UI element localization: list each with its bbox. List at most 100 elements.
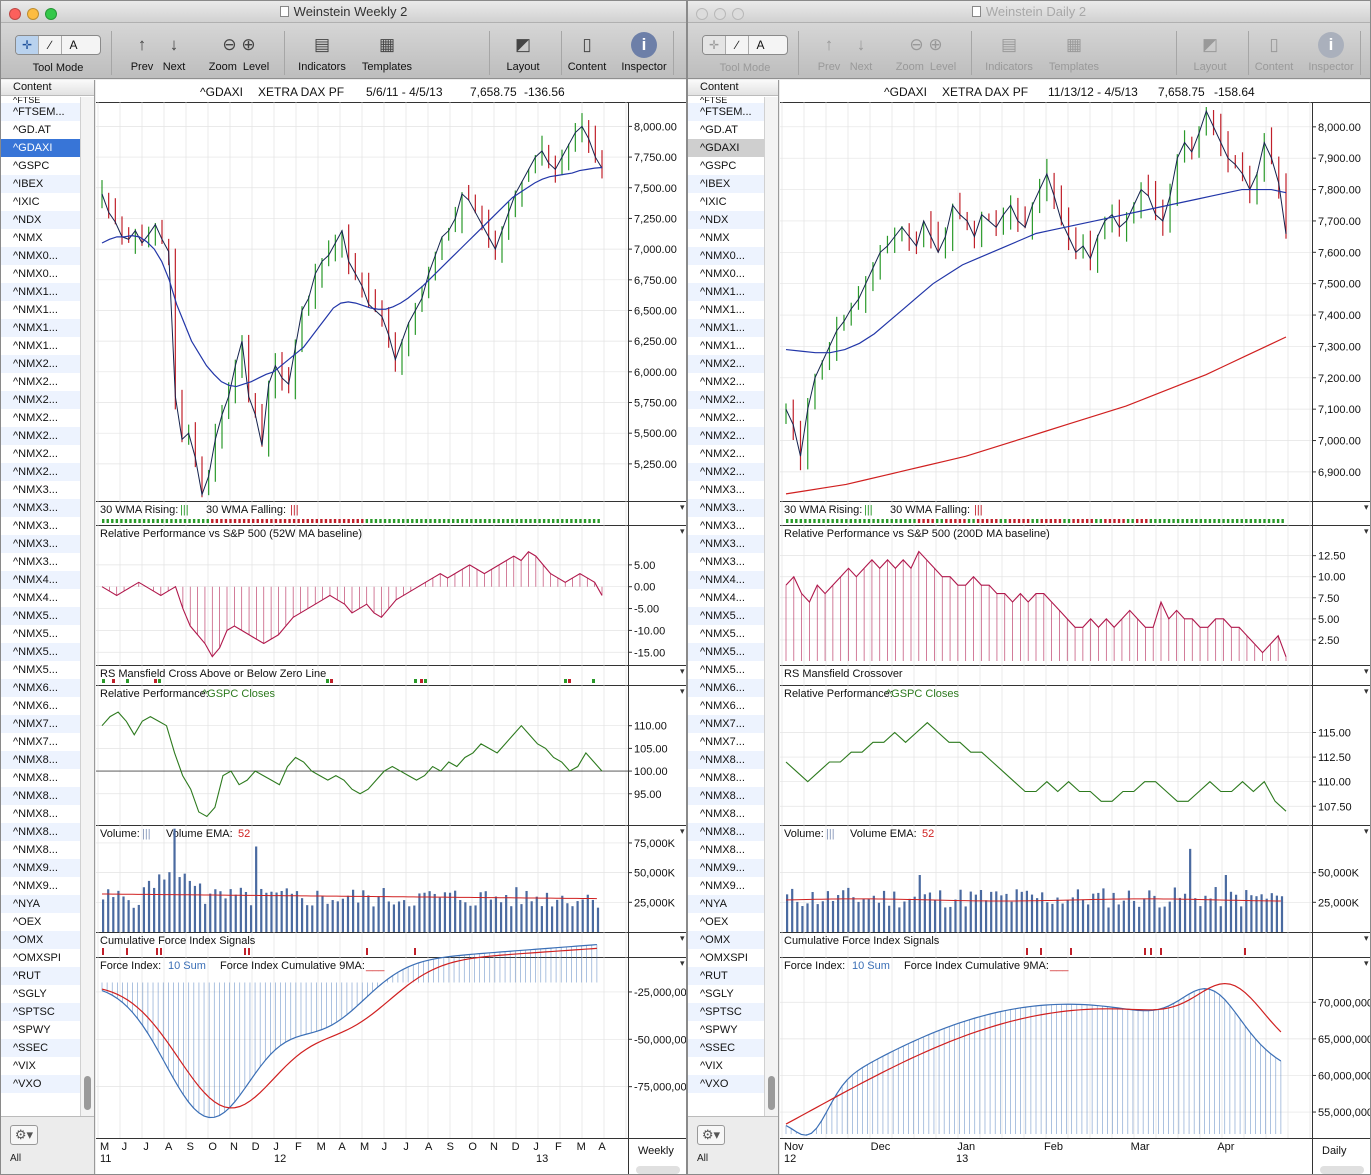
symbol-list-item[interactable]: ^SPTSC (688, 1003, 764, 1021)
window-titlebar[interactable]: Weinstein Weekly 2 (1, 1, 686, 23)
symbol-list-item[interactable]: ^NMX8... (688, 823, 764, 841)
zoom-level-button[interactable]: ⊖ ⊕ Zoom Level (203, 29, 275, 73)
symbol-list-item[interactable]: ^NMX8... (1, 787, 80, 805)
symbol-list-item[interactable]: ^SPWY (700, 1024, 738, 1036)
symbol-list-item[interactable]: ^NMX1... (13, 340, 58, 352)
pane-menu-icon[interactable]: ▾ (680, 933, 685, 943)
symbol-list-item[interactable]: ^NMX4... (688, 571, 764, 589)
tool-mode-segments[interactable]: ✛ ∕ A (15, 35, 101, 55)
symbol-list-item[interactable]: ^NMX5... (1, 607, 80, 625)
symbol-list-item[interactable]: ^SPWY (13, 1024, 51, 1036)
symbol-list-item[interactable]: ^NMX3... (13, 556, 58, 568)
symbol-list-item[interactable]: ^NMX8... (700, 844, 745, 856)
symbol-list-item[interactable]: ^NDX (688, 211, 764, 229)
symbol-list-item[interactable]: ^NMX5... (700, 664, 745, 676)
symbol-list-item[interactable]: ^NMX9... (688, 859, 764, 877)
symbol-list-item[interactable]: ^OMXSPI (13, 952, 61, 964)
symbol-list-item[interactable]: ^FTSE (13, 97, 41, 103)
symbol-list-item[interactable]: ^NMX8... (700, 808, 745, 820)
symbol-list-item[interactable]: ^NMX1... (13, 304, 58, 316)
symbol-list-item[interactable]: ^NMX2... (13, 376, 58, 388)
symbol-list-item[interactable]: ^IBEX (1, 175, 80, 193)
symbol-list-item[interactable]: ^NMX4... (13, 592, 58, 604)
symbol-list-item[interactable]: ^OEX (700, 916, 729, 928)
prev-button[interactable]: ↑ Prev (812, 29, 846, 73)
symbol-list-item[interactable]: ^GSPC (700, 160, 737, 172)
symbol-list-item[interactable]: ^NMX4... (1, 571, 80, 589)
symbol-list-item[interactable]: ^NMX8... (13, 808, 58, 820)
symbol-list-item[interactable]: ^GD.AT (700, 124, 738, 136)
symbol-list-item[interactable]: ^NMX2... (700, 448, 745, 460)
symbol-list-item[interactable]: ^NMX7... (688, 715, 764, 733)
symbol-list-item[interactable]: ^SSEC (688, 1039, 764, 1057)
filter-all-label[interactable]: All (10, 1153, 22, 1164)
pane-menu-icon[interactable]: ▾ (680, 686, 685, 696)
pane-menu-icon[interactable]: ▾ (1364, 502, 1369, 512)
symbol-list-item[interactable]: ^IXIC (13, 196, 40, 208)
symbol-list-item[interactable]: ^NMX2... (700, 412, 745, 424)
symbol-list-item[interactable]: ^OMX (688, 931, 764, 949)
symbol-list-item[interactable]: ^NMX7... (13, 736, 58, 748)
close-button[interactable] (696, 8, 708, 20)
symbol-list-item[interactable]: ^NMX3... (688, 535, 764, 553)
symbol-list-item[interactable]: ^NMX4... (700, 592, 745, 604)
crosshair-tool-icon[interactable]: ✛ (703, 36, 726, 54)
indicators-button[interactable]: ▤ Indicators (291, 29, 353, 73)
symbol-list-item[interactable]: ^NMX8... (13, 772, 58, 784)
symbol-list-item[interactable]: ^FTSEM... (688, 103, 764, 121)
symbol-list-item[interactable]: ^RUT (1, 967, 80, 985)
tool-mode-segments[interactable]: ✛ ∕ A (702, 35, 788, 55)
symbol-list-item[interactable]: ^NMX5... (688, 643, 764, 661)
gear-menu-button[interactable]: ⚙▾ (697, 1125, 725, 1145)
symbol-list-item[interactable]: ^OMX (1, 931, 80, 949)
pane-menu-icon[interactable]: ▾ (1364, 666, 1369, 676)
pane-menu-icon[interactable]: ▾ (1364, 958, 1369, 968)
next-button[interactable]: ↓ Next (157, 29, 191, 73)
sidebar-scroll-thumb[interactable] (768, 1076, 775, 1110)
pane-menu-icon[interactable]: ▾ (680, 826, 685, 836)
symbol-list-item[interactable]: ^SGLY (13, 988, 47, 1000)
symbol-list-item[interactable]: ^VXO (1, 1075, 80, 1093)
pane-menu-icon[interactable]: ▾ (680, 526, 685, 536)
zoom-level-button[interactable]: ⊖ ⊕ Zoom Level (890, 29, 962, 73)
symbol-list-item[interactable]: ^NMX3... (700, 556, 745, 568)
sidebar-scrollbar[interactable] (80, 97, 94, 1116)
line-tool-icon[interactable]: ∕ (39, 36, 62, 54)
symbol-list-item[interactable]: ^NMX0... (700, 268, 745, 280)
symbol-list-item[interactable]: ^NMX8... (13, 844, 58, 856)
symbol-list-item[interactable]: ^NMX5... (688, 607, 764, 625)
symbol-list-item[interactable]: ^NMX8... (1, 751, 80, 769)
symbol-list-item[interactable]: ^NMX2... (688, 391, 764, 409)
text-tool-icon[interactable]: A (756, 38, 765, 52)
symbol-list-item[interactable]: ^GDAXI (688, 139, 764, 157)
chart-area[interactable]: ^GDAXI XETRA DAX PF 11/13/12 - 4/5/13 7,658… (780, 80, 1370, 1174)
line-tool-icon[interactable]: ∕ (726, 36, 749, 54)
symbol-list-item[interactable]: ^SPTSC (1, 1003, 80, 1021)
symbol-list-item[interactable]: ^NMX5... (13, 628, 58, 640)
symbol-list-item[interactable]: ^NMX6... (1, 679, 80, 697)
symbol-list-item[interactable]: ^NMX3... (688, 499, 764, 517)
symbol-list-item[interactable]: ^NMX8... (700, 772, 745, 784)
symbol-list-item[interactable]: ^VIX (13, 1060, 36, 1072)
symbol-list-item[interactable]: ^NMX8... (688, 787, 764, 805)
pane-menu-icon[interactable]: ▾ (680, 666, 685, 676)
window-titlebar[interactable]: Weinstein Daily 2 (688, 1, 1370, 23)
symbol-list-item[interactable]: ^NMX5... (13, 664, 58, 676)
symbol-list-item[interactable]: ^NMX9... (13, 880, 58, 892)
symbol-list-item[interactable]: ^NMX1... (1, 283, 80, 301)
symbol-list-item[interactable]: ^NMX8... (1, 823, 80, 841)
symbol-list-item[interactable]: ^IXIC (700, 196, 727, 208)
inspector-button[interactable]: i Inspector (615, 29, 673, 73)
layout-button[interactable]: ◩ Layout (1185, 29, 1235, 73)
symbol-list-item[interactable]: ^GSPC (13, 160, 50, 172)
symbol-list-item[interactable]: ^SSEC (1, 1039, 80, 1057)
symbol-list-item[interactable]: ^NDX (1, 211, 80, 229)
text-tool-icon[interactable]: A (69, 38, 78, 52)
symbol-list-item[interactable]: ^FTSE (700, 97, 728, 103)
symbol-list-item[interactable]: ^NMX7... (700, 736, 745, 748)
symbol-list-item[interactable]: ^VXO (688, 1075, 764, 1093)
symbol-list-item[interactable]: ^NMX3... (700, 484, 745, 496)
inspector-button[interactable]: i Inspector (1302, 29, 1360, 73)
indicators-button[interactable]: ▤ Indicators (978, 29, 1040, 73)
symbol-list-item[interactable]: ^NMX0... (13, 268, 58, 280)
